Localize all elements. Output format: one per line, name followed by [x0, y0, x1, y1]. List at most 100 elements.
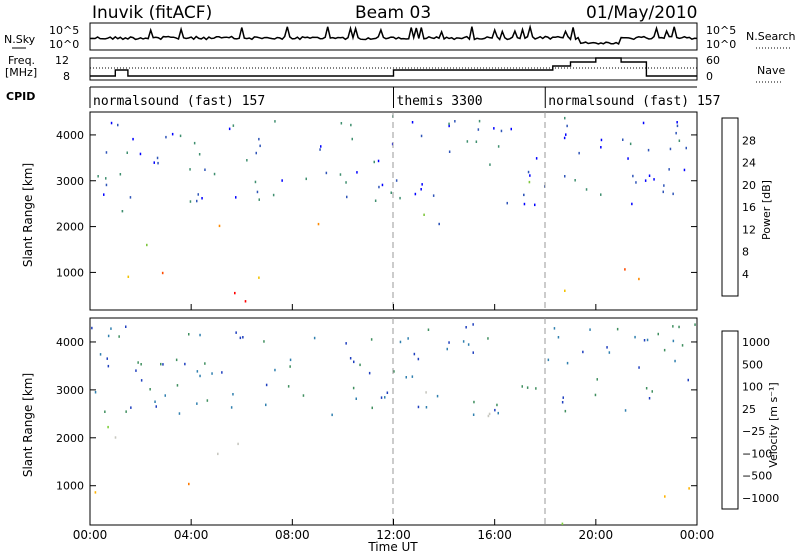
- scatter-point: [494, 408, 496, 412]
- scatter-point: [179, 134, 182, 138]
- scatter-point: [154, 400, 156, 403]
- scatter-point: [523, 202, 526, 206]
- beam-title: Beam 03: [355, 3, 431, 23]
- scatter-point: [472, 351, 474, 354]
- scatter-point: [370, 338, 373, 341]
- scatter-point: [325, 171, 328, 175]
- scatter-point: [217, 452, 219, 456]
- scatter-point: [196, 370, 199, 373]
- scatter-point: [585, 188, 588, 191]
- scatter-point: [377, 159, 380, 163]
- scatter-point: [157, 161, 159, 165]
- scatter-point: [155, 405, 157, 408]
- scatter-point: [547, 358, 550, 362]
- scatter-point: [674, 359, 676, 363]
- scatter-point: [230, 406, 233, 409]
- scatter-point: [94, 491, 97, 494]
- noise-panel-frame: [89, 22, 698, 51]
- colorbar-tick-label: 100: [742, 381, 763, 394]
- scatter-point: [368, 371, 371, 375]
- scatter-point: [130, 406, 132, 409]
- scatter-point: [582, 350, 584, 354]
- scatter-point: [110, 121, 113, 125]
- scatter-point: [176, 384, 179, 387]
- freq-trace: [90, 57, 697, 77]
- scatter-point: [119, 173, 122, 176]
- scatter-point: [107, 334, 110, 338]
- scatter-point: [242, 336, 244, 339]
- y-tick-label: 1000: [56, 480, 84, 493]
- scatter-point: [289, 365, 291, 368]
- freq-axis-left-bottom: 8: [63, 70, 70, 83]
- scatter-point: [156, 156, 159, 160]
- scatter-point: [608, 351, 611, 354]
- scatter-point: [668, 168, 670, 171]
- scatter-point: [521, 385, 523, 388]
- scatter-point: [105, 183, 108, 187]
- y-tick-label: 3000: [56, 384, 84, 397]
- scatter-point: [399, 340, 402, 344]
- cpid-label: CPID: [6, 90, 35, 103]
- scatter-point: [427, 328, 430, 331]
- scatter-point: [417, 405, 420, 409]
- scatter-point: [564, 175, 566, 178]
- scatter-point: [221, 371, 223, 374]
- scatter-point: [643, 339, 646, 342]
- colorbar-tick-label: 500: [742, 358, 763, 371]
- scatter-point: [421, 183, 423, 186]
- scatter-point: [373, 160, 375, 164]
- scatter-point: [648, 174, 651, 177]
- scatter-point: [663, 184, 665, 187]
- scatter-point: [107, 425, 109, 429]
- scatter-point: [206, 399, 209, 402]
- scatter-point: [438, 222, 440, 226]
- scatter-point: [140, 379, 143, 382]
- scatter-point: [139, 152, 142, 156]
- date-title: 01/May/2010: [586, 3, 698, 23]
- scatter-point: [189, 200, 192, 203]
- scatter-point: [487, 414, 490, 418]
- scatter-point: [355, 397, 357, 400]
- scatter-point: [259, 144, 261, 148]
- scatter-point: [161, 271, 164, 275]
- scatter-point: [672, 339, 675, 343]
- scatter-point: [526, 386, 529, 389]
- scatter-point: [529, 174, 531, 177]
- scatter-point: [356, 171, 358, 174]
- y-tick-label: 2000: [56, 432, 84, 445]
- scatter-point: [127, 275, 130, 278]
- x-tick-label: 04:00: [174, 528, 209, 542]
- velocity-colorbar-label: Velocity [m s⁻¹]: [767, 382, 780, 467]
- scatter-point: [475, 140, 478, 143]
- power-colorbar: 4 8 12 16 20 24 28: [721, 117, 756, 297]
- scatter-point: [566, 361, 569, 365]
- scatter-point: [578, 151, 580, 155]
- scatter-point: [600, 193, 602, 196]
- scatter-point: [272, 193, 275, 197]
- scatter-point: [125, 325, 127, 328]
- colorbar-tick-label: 8: [742, 246, 749, 259]
- velocity-colorbar: 1000 500 100 25 −25 −100 −500 −1000: [721, 330, 779, 510]
- scatter-point: [197, 193, 199, 196]
- scatter-point: [563, 136, 566, 140]
- scatter-point: [165, 135, 167, 139]
- noise-trace: [89, 24, 698, 45]
- scatter-point: [135, 369, 137, 372]
- y-tick-label: 2000: [56, 221, 84, 234]
- scatter-point: [107, 364, 110, 368]
- scatter-point: [235, 196, 237, 199]
- scatter-point: [118, 335, 120, 338]
- noise-axis-right-top: 10^5: [706, 24, 736, 37]
- scatter-point: [678, 139, 681, 142]
- scatter-point: [425, 406, 428, 409]
- scatter-point: [565, 133, 567, 136]
- scatter-point: [589, 328, 591, 331]
- scatter-point: [493, 127, 495, 130]
- scatter-point: [146, 243, 148, 247]
- scatter-point: [199, 374, 201, 378]
- scatter-point: [411, 375, 414, 378]
- scatter-point: [313, 336, 316, 340]
- scatter-point: [349, 357, 352, 360]
- scatter-point: [497, 411, 499, 415]
